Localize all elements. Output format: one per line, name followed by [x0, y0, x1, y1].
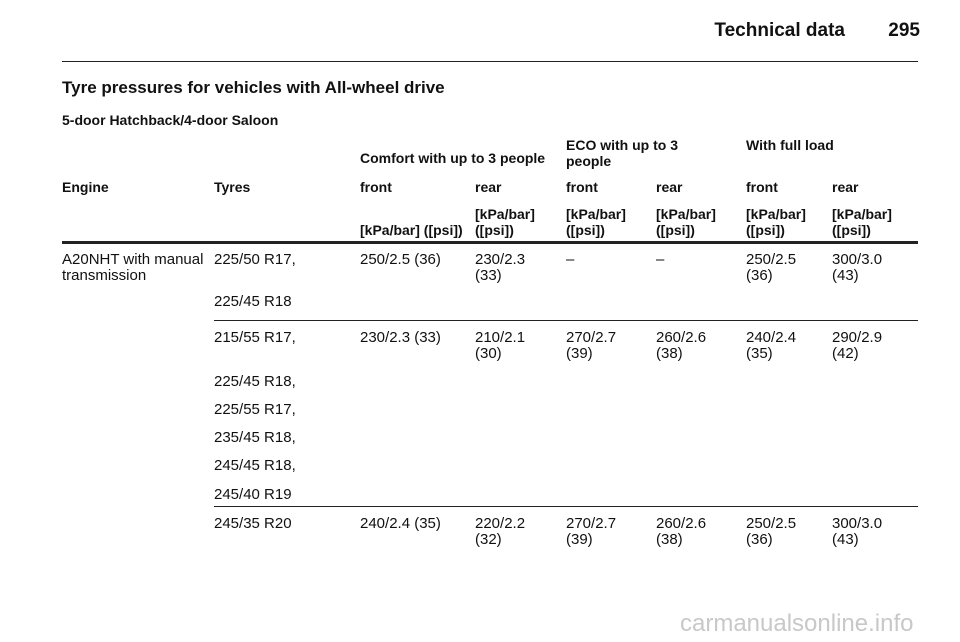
page-number: 295: [888, 20, 920, 41]
pressure: 220/2.2 (32): [475, 515, 526, 548]
pressure: –: [656, 251, 665, 268]
pressure: 290/2.9 (42): [832, 329, 883, 362]
tyre: 225/45 R18: [214, 293, 292, 310]
header-title: Technical data: [714, 20, 845, 41]
column-header: rear: [475, 179, 502, 195]
group-header: With full load: [746, 137, 834, 153]
header-rule: [62, 61, 918, 62]
column-header: front: [746, 179, 778, 195]
unit-header: [kPa/bar] ([psi]): [566, 206, 626, 238]
unit-header: [kPa/bar] ([psi]): [360, 222, 463, 238]
tyre: 225/55 R17,: [214, 401, 296, 418]
column-header: front: [566, 179, 598, 195]
tyre: 245/40 R19: [214, 486, 292, 503]
pressure: 270/2.7 (39): [566, 329, 617, 362]
pressure: 230/2.3 (33): [360, 329, 441, 346]
group-header: ECO with up to 3 people: [566, 137, 678, 169]
tyre: 225/45 R18,: [214, 373, 296, 390]
pressure: 260/2.6 (38): [656, 329, 707, 362]
tyre: 245/35 R20: [214, 515, 292, 532]
watermark: carmanualsonline.info: [680, 610, 914, 637]
pressure: 210/2.1 (30): [475, 329, 526, 362]
pressure: 270/2.7 (39): [566, 515, 617, 548]
column-header: rear: [656, 179, 683, 195]
tyre: 225/50 R17,: [214, 251, 296, 268]
column-header: front: [360, 179, 392, 195]
pressure: 250/2.5 (36): [746, 251, 797, 284]
unit-header: [kPa/bar] ([psi]): [656, 206, 716, 238]
tyre: 235/45 R18,: [214, 429, 296, 446]
section-subtitle: 5-door Hatchback/4-door Saloon: [62, 112, 279, 128]
pressure: 230/2.3 (33): [475, 251, 526, 284]
pressure: 250/2.5 (36): [746, 515, 797, 548]
pressure: 260/2.6 (38): [656, 515, 707, 548]
pressure: –: [566, 251, 575, 268]
table-head-rule: [62, 241, 918, 244]
unit-header: [kPa/bar] ([psi]): [475, 206, 535, 238]
pressure: 300/3.0 (43): [832, 515, 883, 548]
pressure: 240/2.4 (35): [746, 329, 797, 362]
unit-header: [kPa/bar] ([psi]): [746, 206, 806, 238]
tyre: 215/55 R17,: [214, 329, 296, 346]
column-header: Engine: [62, 179, 109, 195]
column-header: rear: [832, 179, 859, 195]
pressure: 250/2.5 (36): [360, 251, 441, 268]
pressure: 240/2.4 (35): [360, 515, 441, 532]
group-rule: [214, 506, 918, 507]
tyre: 245/45 R18,: [214, 457, 296, 474]
engine: A20NHT with manual transmission: [62, 251, 204, 284]
unit-header: [kPa/bar] ([psi]): [832, 206, 892, 238]
section-title: Tyre pressures for vehicles with All-whe…: [62, 78, 445, 97]
column-header: Tyres: [214, 179, 251, 195]
pressure: 300/3.0 (43): [832, 251, 883, 284]
group-header: Comfort with up to 3 people: [360, 150, 546, 166]
group-rule: [214, 320, 918, 321]
